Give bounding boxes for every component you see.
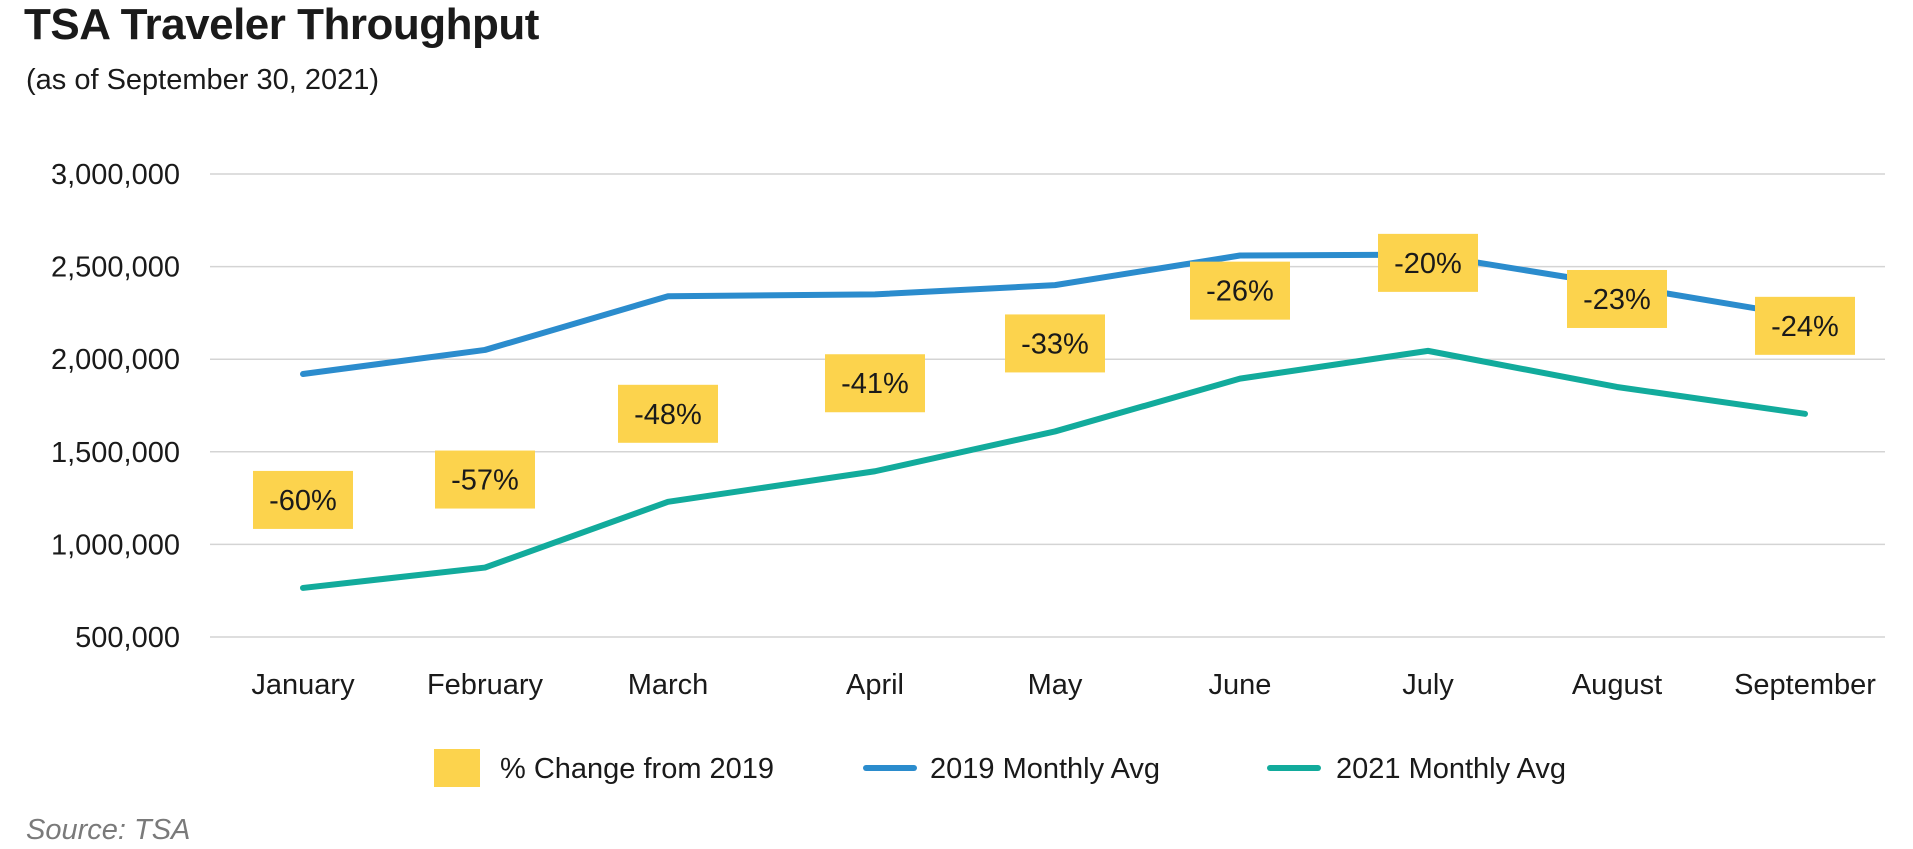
y-tick-label: 500,000 bbox=[75, 622, 180, 654]
legend: % Change from 2019 2019 Monthly Avg 2021 M… bbox=[434, 749, 1566, 787]
pct-change-badge: -48% bbox=[618, 384, 718, 443]
x-tick-label: April bbox=[846, 669, 904, 701]
pct-change-label: -48% bbox=[634, 399, 702, 431]
pct-change-label: -24% bbox=[1771, 311, 1839, 343]
series-line bbox=[300, 347, 1808, 591]
pct-change-badge: -33% bbox=[1005, 314, 1105, 373]
y-tick-label: 2,000,000 bbox=[51, 344, 180, 376]
series-line bbox=[300, 251, 1808, 378]
x-tick-label: March bbox=[628, 669, 709, 701]
x-tick-label: September bbox=[1734, 669, 1876, 701]
badge-box bbox=[1378, 233, 1478, 292]
x-axis-tick-labels: January February March April May June July Augu… bbox=[251, 669, 1876, 701]
y-tick-label: 1,500,000 bbox=[51, 437, 180, 469]
chart-subtitle: (as of September 30, 2021) bbox=[26, 64, 380, 96]
pct-change-label: -23% bbox=[1583, 284, 1651, 316]
legend-label-pct: % Change from 2019 bbox=[500, 753, 774, 785]
chart-title: TSA Traveler Throughput bbox=[24, 0, 539, 49]
x-tick-label: June bbox=[1209, 669, 1272, 701]
pct-change-badge: -20% bbox=[1378, 233, 1478, 292]
y-tick-label: 2,500,000 bbox=[51, 252, 180, 284]
pct-change-label: -20% bbox=[1394, 248, 1462, 280]
gridlines bbox=[210, 173, 1885, 638]
badge-box bbox=[1190, 261, 1290, 320]
y-tick-label: 1,000,000 bbox=[51, 529, 180, 561]
source-note: Source: TSA bbox=[26, 814, 191, 846]
x-tick-label: July bbox=[1402, 669, 1454, 701]
pct-change-badge: -41% bbox=[825, 354, 925, 413]
legend-swatch-pct bbox=[434, 749, 480, 787]
pct-change-label: -33% bbox=[1021, 328, 1089, 360]
badge-box bbox=[1567, 269, 1667, 328]
pct-change-label: -41% bbox=[841, 368, 909, 400]
pct-change-label: -26% bbox=[1206, 276, 1274, 308]
y-tick-label: 3,000,000 bbox=[51, 159, 180, 191]
legend-label-series: 2021 Monthly Avg bbox=[1336, 753, 1566, 785]
pct-change-badges: -60% -57% -48% -41% -33% -26% -20% -23% -24% bbox=[253, 233, 1855, 529]
x-tick-label: January bbox=[251, 669, 355, 701]
badge-box bbox=[825, 354, 925, 413]
pct-change-badge: -60% bbox=[253, 470, 353, 529]
badge-box bbox=[253, 470, 353, 529]
x-tick-label: February bbox=[427, 669, 544, 701]
series-lines bbox=[300, 251, 1808, 591]
legend-label-series: 2019 Monthly Avg bbox=[930, 753, 1160, 785]
pct-change-badge: -26% bbox=[1190, 261, 1290, 320]
pct-change-badge: -57% bbox=[435, 450, 535, 509]
pct-change-label: -57% bbox=[451, 465, 519, 497]
badge-box bbox=[618, 384, 718, 443]
badge-box bbox=[1005, 314, 1105, 373]
pct-change-badge: -24% bbox=[1755, 296, 1855, 355]
pct-change-badge: -23% bbox=[1567, 269, 1667, 328]
pct-change-label: -60% bbox=[269, 485, 337, 517]
y-axis-tick-labels: 500,000 1,000,000 1,500,000 2,000,000 2,500,… bbox=[51, 159, 180, 654]
x-tick-label: May bbox=[1028, 669, 1083, 701]
badge-box bbox=[1755, 296, 1855, 355]
badge-box bbox=[435, 450, 535, 509]
x-tick-label: August bbox=[1572, 669, 1662, 701]
